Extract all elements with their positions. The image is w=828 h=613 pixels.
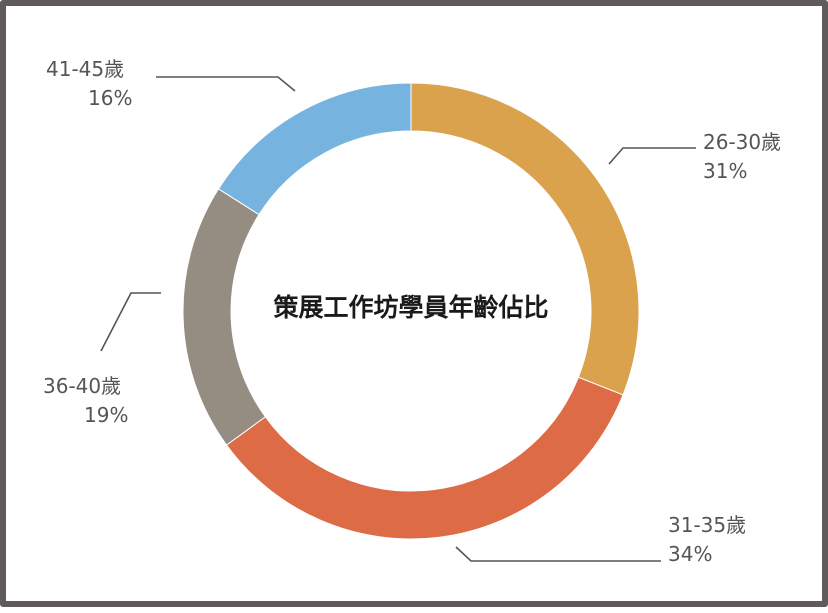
donut-slice-31-35: [225, 376, 624, 540]
donut-slice-26-30: [410, 82, 640, 396]
slice-pct-41-45: 16%: [88, 86, 132, 110]
leader-line-26-30: [608, 147, 696, 165]
slice-label-41-45: 41-45歲: [46, 57, 124, 81]
slice-label-26-30: 26-30歲: [703, 130, 781, 154]
donut-slices: [182, 82, 640, 540]
slice-label-31-35: 31-35歲: [668, 513, 746, 537]
leader-line-36-40: [100, 292, 161, 352]
leader-line-41-45: [156, 76, 296, 92]
leader-line-31-35: [455, 546, 661, 562]
donut-slice-36-40: [182, 188, 267, 446]
donut-slice-41-45: [217, 82, 412, 216]
donut-chart: 26-30歲 31% 31-35歲 34% 36-40歲 19% 41-45歲 …: [43, 57, 781, 566]
slice-pct-36-40: 19%: [84, 403, 128, 427]
slice-label-36-40: 36-40歲: [43, 374, 121, 398]
slice-labels: 26-30歲 31% 31-35歲 34% 36-40歲 19% 41-45歲 …: [43, 57, 781, 566]
chart-title: 策展工作坊學員年齡佔比: [273, 293, 548, 322]
slice-pct-31-35: 34%: [668, 542, 712, 566]
slice-pct-26-30: 31%: [703, 159, 747, 183]
